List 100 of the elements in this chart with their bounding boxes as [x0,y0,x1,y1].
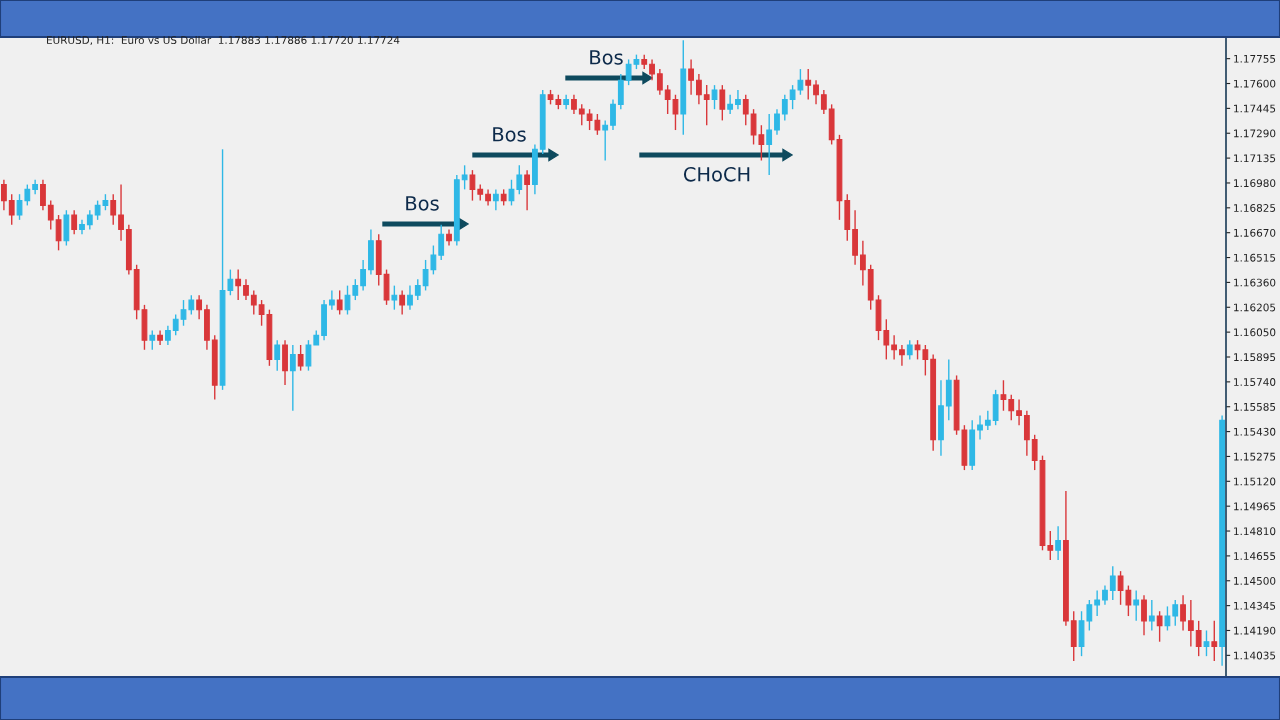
candlestick [766,113,773,176]
candlestick [1203,629,1210,657]
candlestick [711,84,718,110]
candlestick [891,334,898,361]
candlestick [8,193,15,226]
candlestick [1156,610,1163,643]
candlestick [1211,620,1218,662]
candlestick [40,179,46,211]
candlestick [196,294,203,321]
candlestick [172,313,179,337]
candlestick [360,259,367,292]
y-tick-label: 1.17600 [1234,79,1276,88]
candlestick [727,94,734,115]
candlestick [984,410,991,431]
y-tick-label: 1.16515 [1234,253,1276,262]
candlestick [407,284,413,311]
candlestick [735,89,741,110]
y-tick-label: 1.14190 [1234,626,1276,635]
y-tick-label: 1.14810 [1234,527,1276,536]
candlestick [571,94,577,115]
candlestick [508,179,515,207]
candlestick [1172,599,1179,627]
candlestick [696,73,702,106]
candlestick [719,84,726,122]
candlestick [1195,620,1202,657]
candlestick [1016,398,1022,426]
annotation: Bos [590,50,623,65]
candlestick [1187,599,1194,648]
candlestick [781,94,788,122]
y-tick-label: 1.14500 [1234,576,1276,585]
y-tick-label: 1.17135 [1234,154,1276,163]
candlestick [297,344,304,372]
candlestick [47,199,54,231]
candlestick [414,278,421,301]
candlestick [1164,605,1171,632]
candlestick [289,344,296,412]
candlestick [805,68,812,101]
candlestick [656,68,663,96]
candlestick [492,188,499,211]
y-tick-label: 1.15895 [1234,353,1276,362]
candlestick [243,278,249,301]
candlestick [742,94,749,126]
candlestick [1133,589,1140,622]
y-tick-label: 1.16670 [1234,228,1276,237]
annotation: EURUSD, H1: Euro vs US Dollar 1.17883 1.17886 1.17720 1.17724 [47,35,400,46]
candlestick [813,79,819,106]
candlestick [977,414,983,441]
candlestick [516,164,523,195]
candlestick [1102,584,1108,606]
candlestick [1148,599,1155,632]
candlestick [524,169,530,211]
y-tick-label: 1.17445 [1234,104,1276,113]
y-tick-label: 1.15120 [1234,477,1276,486]
candlestick [688,58,694,96]
candlestick [71,209,78,235]
candlestick [906,339,913,361]
candlestick [578,103,585,126]
candlestick [1094,589,1101,617]
y-tick-label: 1.15275 [1234,452,1276,461]
y-tick-label: 1.16360 [1234,278,1276,287]
y-tick-label: 1.15740 [1234,378,1276,386]
candlestick [305,339,312,372]
candlestick [438,223,445,261]
annotation: Bos [406,196,439,211]
candlestick [1047,530,1054,561]
y-tick-label: 1.16205 [1234,303,1276,312]
y-tick-label: 1.17290 [1234,129,1276,138]
candlestick [469,169,476,202]
candlestick [1141,594,1147,636]
candlestick [1055,525,1062,561]
candlestick [1000,379,1007,412]
candlestick [1109,565,1116,601]
y-tick-label: 1.14035 [1234,651,1276,660]
candlestick [274,339,281,372]
candlestick [899,344,905,367]
candlestick [1,179,7,211]
candlestick [86,209,93,231]
y-tick-label: 1.16980 [1234,179,1276,188]
candlestick [391,284,398,311]
y-tick-label: 1.16050 [1234,328,1276,337]
candlestick [703,84,710,126]
candlestick [602,119,609,162]
candlestick [149,329,156,351]
annotation: CHoCH [683,166,750,182]
annotation: Bos [493,127,526,142]
candlestick [1180,594,1186,632]
candlestick [352,278,359,301]
candlestick [610,98,616,131]
y-tick-label: 1.16825 [1234,204,1276,212]
y-tick-label: 1.15430 [1234,427,1276,436]
y-tick-label: 1.14655 [1234,552,1276,560]
y-tick-label: 1.14345 [1234,601,1276,610]
candlestick [235,268,242,301]
candlestick [1008,393,1015,422]
candlestick [328,289,335,311]
candlestick [55,214,62,252]
candlestick [118,183,124,242]
y-tick-label: 1.15585 [1234,402,1276,411]
candlestick [446,228,452,247]
candlestick [164,325,171,346]
